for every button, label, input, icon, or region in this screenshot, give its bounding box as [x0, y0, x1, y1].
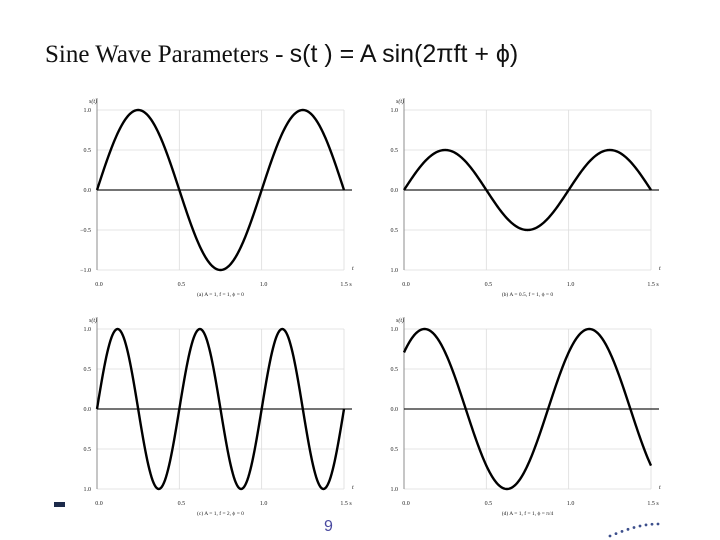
- x-tick-label: 0.5: [485, 282, 493, 288]
- y-tick-label: 1.0: [391, 327, 399, 333]
- x-tick-label: 1.0: [260, 501, 268, 507]
- sine-curve: [95, 327, 346, 491]
- footer-logo-dot: [626, 527, 630, 531]
- x-tick-label: 0.5: [485, 501, 493, 507]
- y-tick-label: 0.0: [84, 407, 92, 413]
- footer-logo-dot: [644, 523, 648, 527]
- y-tick-label: 0.5: [391, 228, 399, 234]
- x-tick-label: 0.0: [95, 282, 103, 288]
- y-tick-label: 0.5: [391, 447, 399, 453]
- x-tick-label: 0.0: [402, 501, 410, 507]
- x-tick-label: 1.5 s: [647, 501, 659, 507]
- slide-title-text: Sine Wave Parameters -: [45, 41, 290, 68]
- x-tick-label: 0.0: [95, 501, 103, 507]
- x-tick-label: 1.5 s: [340, 282, 352, 288]
- x-tick-label: 0.5: [178, 282, 186, 288]
- footer-logo-dot: [608, 534, 612, 538]
- slide-number: 9: [324, 518, 333, 535]
- y-tick-label: 1.0: [391, 108, 399, 114]
- x-tick-label: 0.0: [402, 282, 410, 288]
- y-tick-label: 0.5: [391, 148, 399, 154]
- y-axis-label: s(t): [89, 317, 97, 324]
- footer-logo-mark: [608, 522, 660, 538]
- sine-curve: [402, 148, 653, 232]
- slide-title: Sine Wave Parameters - s(t ) = A sin(2πf…: [45, 40, 518, 69]
- y-tick-label: −0.5: [80, 228, 91, 234]
- sine-curve: [95, 108, 346, 272]
- y-tick-label: 0.5: [391, 367, 399, 373]
- y-axis-label: s(t): [396, 98, 404, 105]
- x-tick-label: 1.0: [567, 501, 575, 507]
- y-tick-label: 0.5: [84, 148, 92, 154]
- x-tick-label: 0.5: [178, 501, 186, 507]
- x-axis-label: t: [352, 266, 354, 272]
- y-tick-label: 1.0: [84, 108, 92, 114]
- footer-logo-dot: [632, 526, 636, 529]
- x-axis-label: t: [659, 266, 661, 272]
- y-tick-label: 0.0: [391, 407, 399, 413]
- y-tick-label: 1.0: [84, 487, 92, 493]
- footer-logo-dot: [638, 524, 642, 528]
- footer-logo-dot: [650, 522, 654, 526]
- x-tick-label: 1.0: [567, 282, 575, 288]
- sine-curve: [402, 327, 653, 491]
- panel-caption: (c) A = 1, f = 2, ϕ = 0: [197, 510, 244, 517]
- y-tick-label: −1.0: [80, 268, 91, 274]
- y-axis-label: s(t): [89, 98, 97, 105]
- footer-logo-dot: [656, 522, 660, 526]
- y-tick-label: 0.5: [84, 367, 92, 373]
- y-tick-label: 1.0: [391, 268, 399, 274]
- panel-caption: (b) A = 0.5, f = 1, ϕ = 0: [502, 291, 554, 298]
- panel-caption: (a) A = 1, f = 1, ϕ = 0: [197, 291, 244, 298]
- y-tick-label: 0.0: [84, 188, 92, 194]
- y-tick-label: 0.5: [84, 447, 92, 453]
- y-axis-label: s(t): [396, 317, 404, 324]
- slide-title-formula: s(t ) = A sin(2πft + ϕ): [289, 40, 519, 68]
- x-axis-label: t: [352, 485, 354, 491]
- y-tick-label: 0.0: [391, 188, 399, 194]
- footer-logo-dot: [620, 530, 624, 533]
- y-tick-label: 1.0: [84, 327, 92, 333]
- x-tick-label: 1.5 s: [340, 501, 352, 507]
- x-tick-label: 1.0: [260, 282, 268, 288]
- x-tick-label: 1.5 s: [647, 282, 659, 288]
- y-tick-label: 1.0: [391, 487, 399, 493]
- footer-logo-dot: [614, 532, 618, 536]
- accent-bar: [54, 502, 65, 507]
- x-axis-label: t: [659, 485, 661, 491]
- panel-caption: (d) A = 1, f = 1, ϕ = π/4: [502, 510, 554, 517]
